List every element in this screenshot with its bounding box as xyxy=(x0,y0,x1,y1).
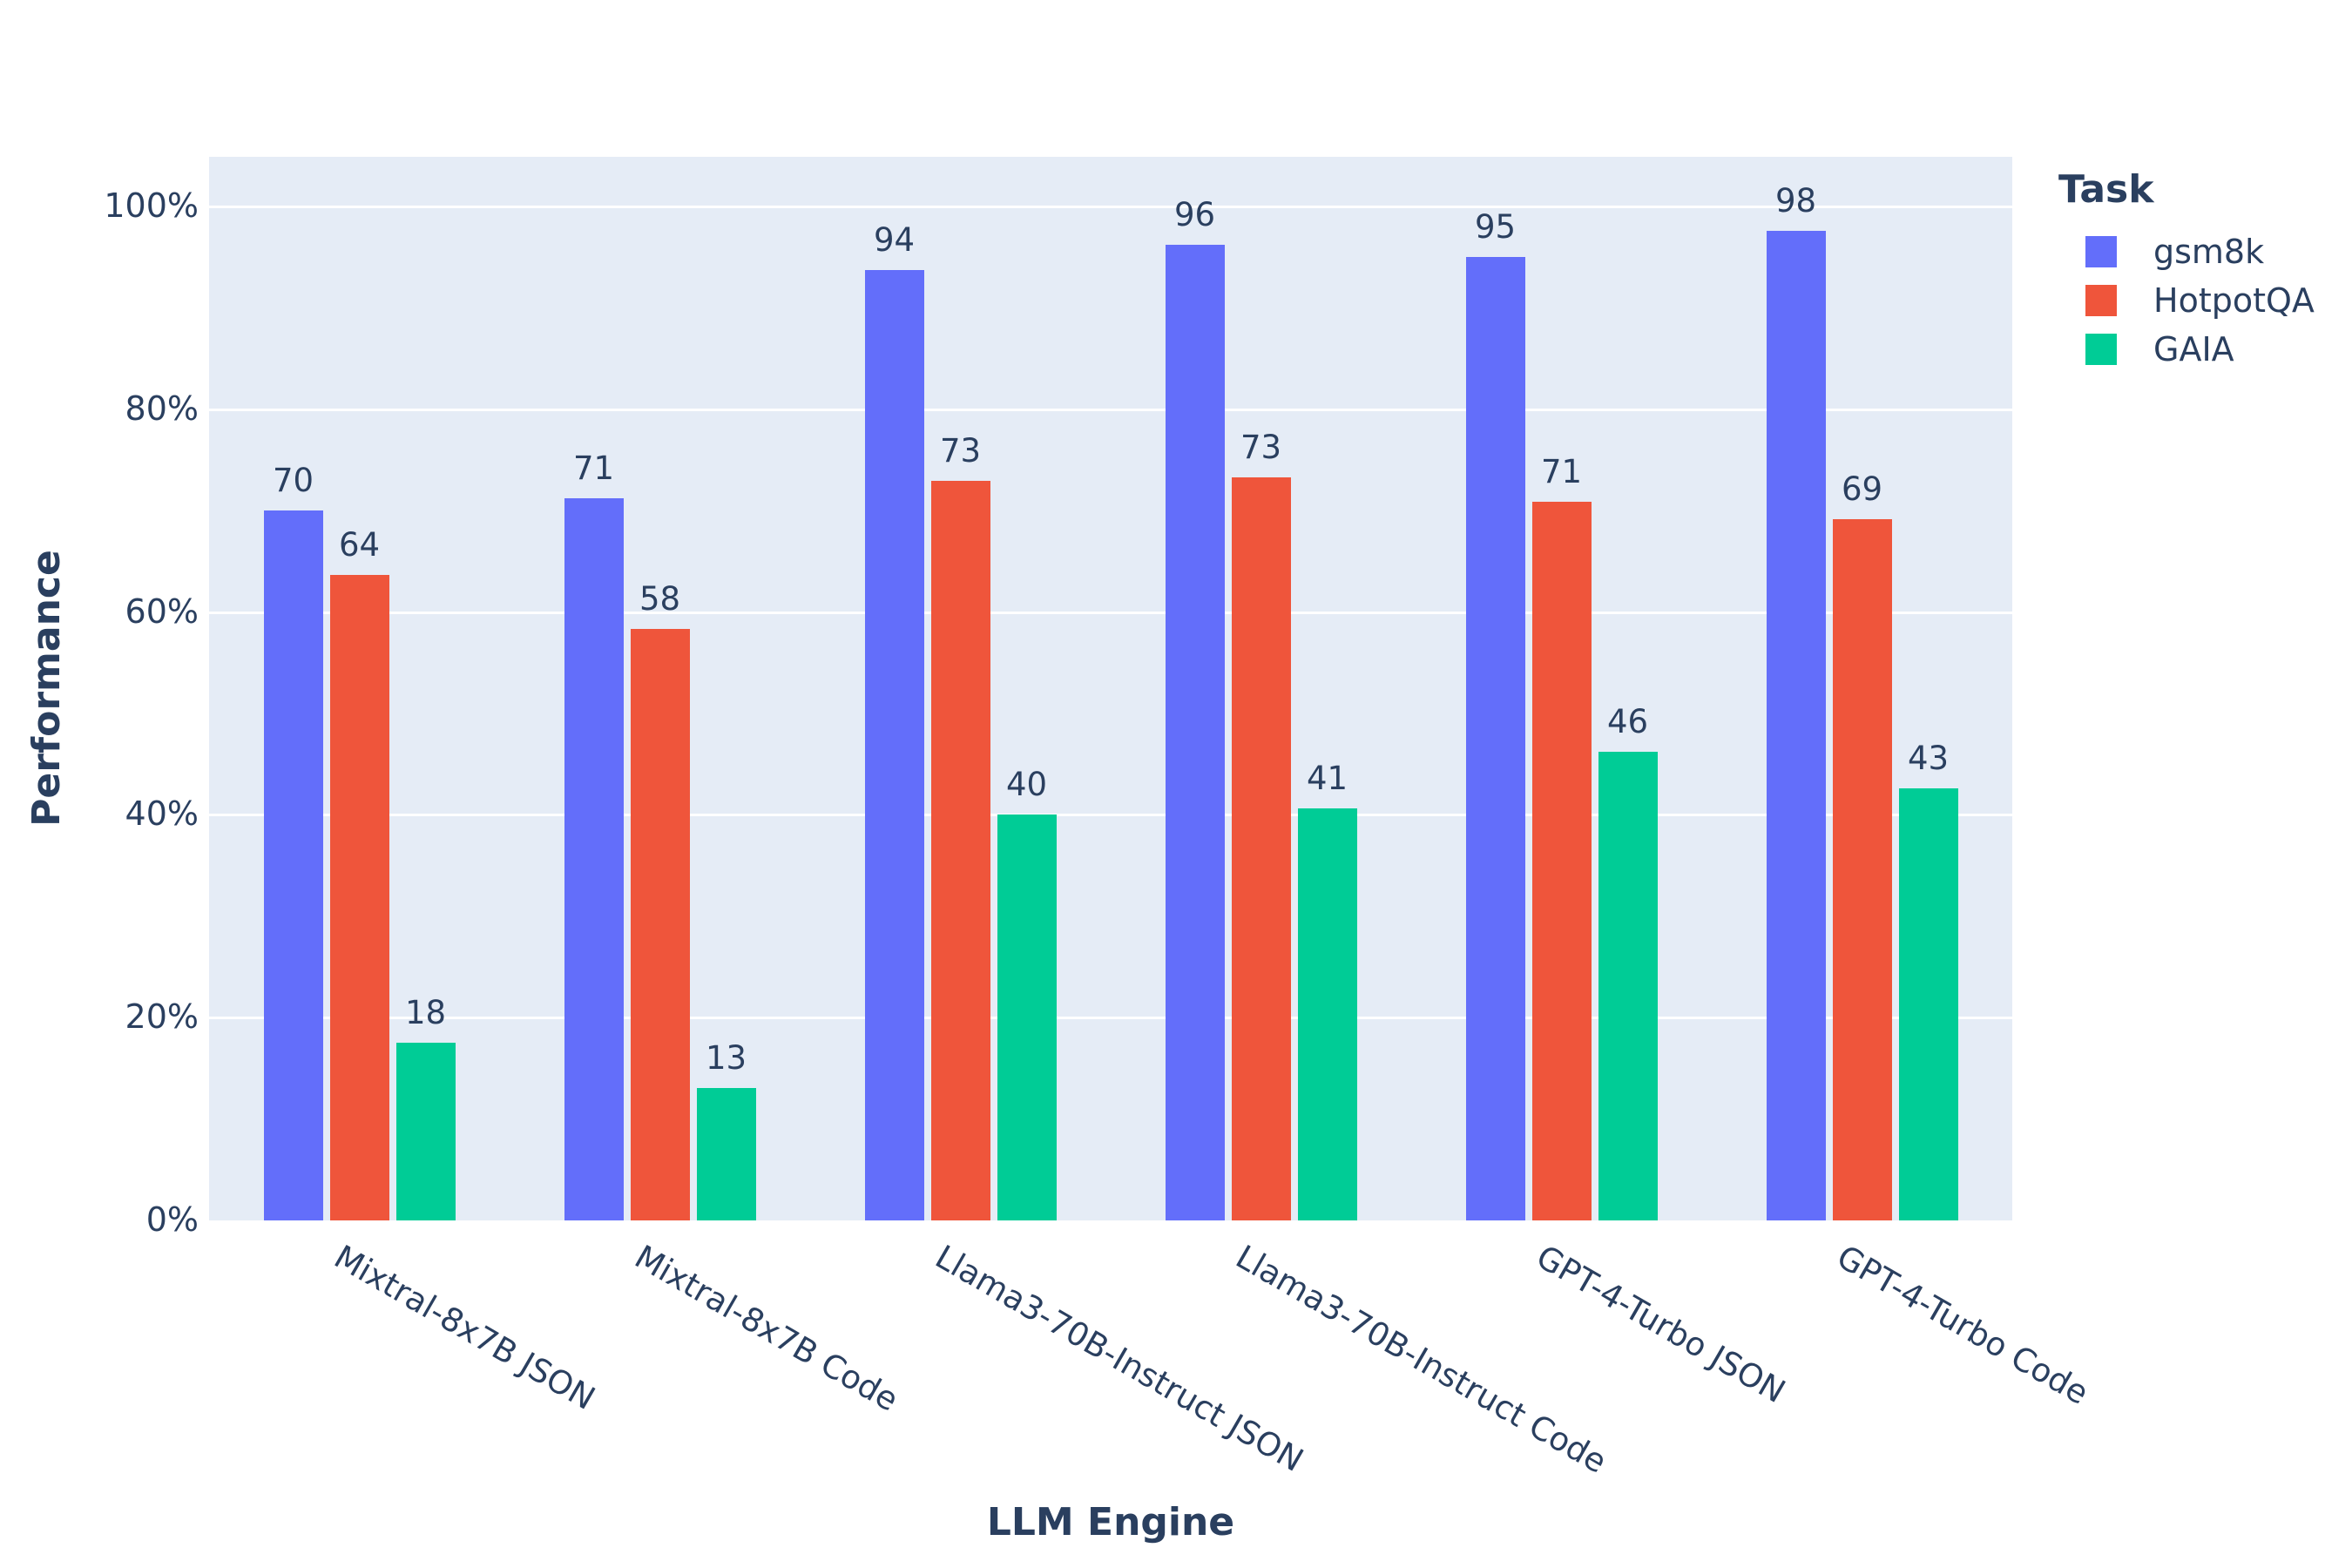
bar-value-label: 70 xyxy=(272,462,314,500)
legend-item-label: gsm8k xyxy=(2153,233,2265,271)
bar-value-label: 69 xyxy=(1841,470,1883,508)
bar-value-label: 71 xyxy=(572,449,615,488)
bar-value-label: 40 xyxy=(1005,766,1048,804)
bar-value-label: 71 xyxy=(1540,452,1583,490)
bar-gsm8k-Mixtral-8x7B Code[interactable] xyxy=(564,498,624,1220)
bar-HotpotQA-Mixtral-8x7B JSON[interactable] xyxy=(329,574,389,1220)
gridline xyxy=(209,814,2012,817)
bar-gsm8k-Llama3-70B-Instruct JSON[interactable] xyxy=(864,270,924,1220)
bar-GAIA-Llama3-70B-Instruct JSON[interactable] xyxy=(997,814,1057,1220)
bar-value-label: 13 xyxy=(705,1038,747,1077)
y-tick-label: 80% xyxy=(125,389,199,428)
bar-GAIA-Mixtral-8x7B JSON[interactable] xyxy=(395,1043,456,1220)
bar-value-label: 73 xyxy=(1240,428,1282,466)
bar-value-label: 58 xyxy=(639,580,681,618)
bar-value-label: 95 xyxy=(1474,208,1517,247)
legend-item-label: GAIA xyxy=(2153,330,2234,368)
legend-items: gsm8k HotpotQA GAIA xyxy=(2058,227,2315,374)
y-tick-label: 40% xyxy=(125,794,199,834)
x-tick-label: Mixtral-8x7B JSON xyxy=(328,1238,601,1417)
legend: Task gsm8k HotpotQA GAIA xyxy=(2058,167,2315,374)
gridline xyxy=(209,611,2012,614)
legend-swatch-GAIA xyxy=(2085,334,2117,365)
bar-value-label: 43 xyxy=(1907,740,1950,778)
bar-GAIA-GPT-4-Turbo JSON[interactable] xyxy=(1598,752,1658,1220)
bar-GAIA-Llama3-70B-Instruct Code[interactable] xyxy=(1297,808,1357,1220)
gridline xyxy=(209,1017,2012,1020)
y-tick-label: 60% xyxy=(125,591,199,631)
bar-HotpotQA-Mixtral-8x7B Code[interactable] xyxy=(630,629,690,1220)
bar-HotpotQA-Llama3-70B-Instruct JSON[interactable] xyxy=(930,481,990,1220)
legend-title: Task xyxy=(2058,167,2154,212)
y-tick-label: 100% xyxy=(104,186,199,226)
y-tick-label: 20% xyxy=(125,997,199,1037)
bar-gsm8k-Llama3-70B-Instruct Code[interactable] xyxy=(1165,245,1225,1220)
bar-HotpotQA-GPT-4-Turbo JSON[interactable] xyxy=(1531,501,1592,1220)
bar-value-label: 46 xyxy=(1606,703,1649,741)
bar-HotpotQA-Llama3-70B-Instruct Code[interactable] xyxy=(1231,476,1291,1220)
bar-HotpotQA-GPT-4-Turbo Code[interactable] xyxy=(1832,518,1892,1220)
bar-value-label: 98 xyxy=(1774,181,1817,220)
legend-swatch-gsm8k xyxy=(2085,236,2117,267)
bar-GAIA-Mixtral-8x7B Code[interactable] xyxy=(696,1087,756,1220)
bar-value-label: 41 xyxy=(1306,760,1348,798)
bar-gsm8k-Mixtral-8x7B JSON[interactable] xyxy=(263,510,323,1220)
x-tick-label: GPT-4-Turbo Code xyxy=(1830,1238,2095,1412)
bar-GAIA-GPT-4-Turbo Code[interactable] xyxy=(1898,788,1958,1220)
legend-swatch-HotpotQA xyxy=(2085,285,2117,316)
bar-gsm8k-GPT-4-Turbo Code[interactable] xyxy=(1766,230,1826,1220)
bar-value-label: 18 xyxy=(404,994,447,1032)
gridline xyxy=(209,408,2012,411)
plot-area[interactable] xyxy=(209,157,2012,1220)
legend-item-gsm8k[interactable]: gsm8k xyxy=(2058,227,2315,276)
x-tick-label: Mixtral-8x7B Code xyxy=(628,1238,904,1419)
gridline xyxy=(209,206,2012,209)
bar-value-label: 73 xyxy=(939,432,982,470)
y-axis-title: Performance xyxy=(24,550,69,827)
bar-gsm8k-GPT-4-Turbo JSON[interactable] xyxy=(1465,257,1525,1220)
legend-item-HotpotQA[interactable]: HotpotQA xyxy=(2058,276,2315,325)
x-axis-title: LLM Engine xyxy=(986,1500,1235,1544)
legend-item-label: HotpotQA xyxy=(2153,281,2315,320)
bar-value-label: 94 xyxy=(873,221,916,260)
bar-value-label: 96 xyxy=(1173,196,1216,234)
x-tick-label: GPT-4-Turbo JSON xyxy=(1530,1238,1792,1411)
bar-value-label: 64 xyxy=(338,525,381,564)
y-tick-label: 0% xyxy=(145,1200,199,1239)
legend-item-GAIA[interactable]: GAIA xyxy=(2058,325,2315,374)
